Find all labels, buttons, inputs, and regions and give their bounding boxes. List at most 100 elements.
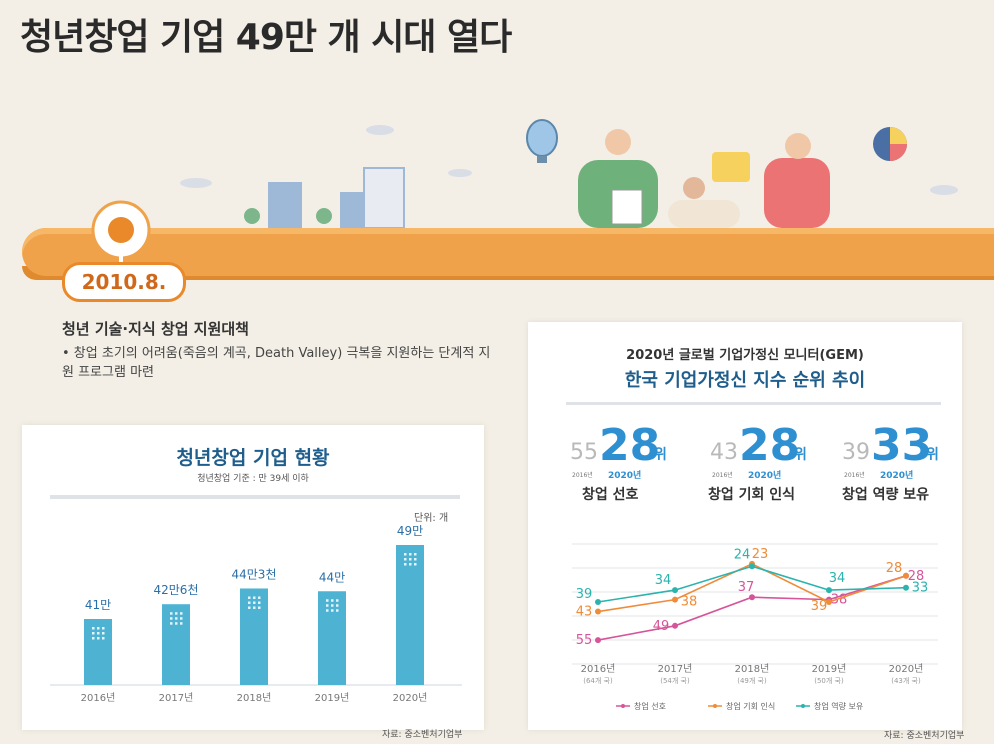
bar-window xyxy=(248,606,251,609)
bar-window xyxy=(97,627,100,630)
bar-window xyxy=(92,637,95,640)
policy-description: • 창업 초기의 어려움(죽음의 계곡, Death Valley) 극복을 지… xyxy=(62,346,491,380)
bar xyxy=(318,591,346,685)
data-point xyxy=(672,622,678,629)
bar-window xyxy=(253,606,256,609)
point-data-label: 38 xyxy=(681,595,698,610)
legend-entry: 창업 선호 xyxy=(634,702,666,711)
bar-window xyxy=(248,601,251,604)
data-point xyxy=(595,637,601,644)
x-tick-label: 2018년 xyxy=(735,663,770,675)
point-data-label: 34 xyxy=(655,573,672,588)
rank-cur-year: 2020년 xyxy=(748,471,782,481)
bar-chart-subtitle: 청년창업 기준 : 만 39세 이하 xyxy=(197,474,309,484)
bar-window xyxy=(175,622,178,625)
page-title: 청년창업 기업 49만 개 시대 열다 xyxy=(20,17,512,58)
bar-window xyxy=(258,601,261,604)
rank-prev-year: 2016년 xyxy=(712,472,733,479)
policy-title: 청년 기술·지식 창업 지원대책 xyxy=(62,320,249,338)
bar-chart-title: 청년창업 기업 현황 xyxy=(176,447,330,469)
rank-prev: 39 xyxy=(842,440,870,465)
bar-window xyxy=(102,637,105,640)
point-data-label: 49 xyxy=(653,619,670,634)
bar-data-label: 42만6천 xyxy=(154,582,199,597)
data-point xyxy=(595,599,601,605)
rank-block: 55 28 위 2016년 2020년 창업 선호 xyxy=(566,420,686,510)
line-chart: 5549373828433823392839342434332016년(64개 … xyxy=(572,543,938,711)
rank-cur-year: 2020년 xyxy=(608,471,642,481)
rank-current: 33 xyxy=(871,420,933,471)
bar-data-label: 41만 xyxy=(85,598,111,612)
bar-window xyxy=(170,622,173,625)
rank-prev-year: 2016년 xyxy=(844,472,865,479)
bar-window xyxy=(331,599,334,602)
bar-window xyxy=(409,563,412,566)
bar-chart-source: 자료: 중소벤처기업부 xyxy=(382,730,463,740)
bar-window xyxy=(175,617,178,620)
bar-window xyxy=(336,609,339,612)
point-data-label: 23 xyxy=(752,547,769,562)
bar-chart: 41만 2016년 42만6천 2017년 44만3천 2018년 44만 2019년 49만 2… xyxy=(50,524,462,704)
bar-window xyxy=(180,622,183,625)
rank-prev: 43 xyxy=(710,440,738,465)
data-point xyxy=(826,587,832,594)
startup-status-card: 청년창업 기업 현황 청년창업 기준 : 만 39세 이하 단위: 개 41만 2… xyxy=(22,425,484,740)
x-tick-label: 2018년 xyxy=(237,692,272,704)
bar-data-label: 49만 xyxy=(397,524,423,538)
data-point xyxy=(749,563,755,570)
rank-prev-year: 2016년 xyxy=(572,472,593,479)
bar-window xyxy=(409,558,412,561)
bar-window xyxy=(102,627,105,630)
bar-window xyxy=(258,606,261,609)
data-point xyxy=(903,584,909,591)
bar-window xyxy=(170,617,173,620)
rank-suffix: 위 xyxy=(654,447,667,463)
rank-suffix: 위 xyxy=(926,447,939,463)
rank-cur-year: 2020년 xyxy=(880,471,914,481)
bar xyxy=(162,604,190,685)
point-data-label: 39 xyxy=(811,599,828,614)
rank-label: 창업 역량 보유 xyxy=(842,487,930,503)
pie-chart-icon xyxy=(873,127,907,161)
building-icon xyxy=(268,167,405,229)
bar-window xyxy=(97,632,100,635)
divider xyxy=(566,402,941,405)
x-tick-sublabel: (64개 국) xyxy=(583,676,613,685)
x-tick-label: 2019년 xyxy=(315,692,350,704)
bar xyxy=(84,619,112,685)
bar-data-label: 44만3천 xyxy=(232,566,277,581)
bar-window xyxy=(326,599,329,602)
x-tick-label: 2019년 xyxy=(812,663,847,675)
rank-suffix: 위 xyxy=(794,447,807,463)
timeline-road xyxy=(22,228,994,276)
rank-label: 창업 선호 xyxy=(582,487,639,503)
gem-pretitle: 2020년 글로벌 기업가정신 모니터(GEM) xyxy=(626,348,864,363)
point-data-label: 34 xyxy=(829,571,846,586)
people-icon xyxy=(578,129,830,228)
x-tick-sublabel: (49개 국) xyxy=(737,676,767,685)
bar-window xyxy=(175,612,178,615)
rank-prev: 55 xyxy=(570,440,598,465)
data-point xyxy=(903,572,909,579)
legend-swatch-dot xyxy=(801,704,805,708)
location-pin-icon xyxy=(91,200,151,266)
rank-current: 28 xyxy=(739,420,801,471)
point-data-label: 39 xyxy=(576,587,593,602)
bar-window xyxy=(404,553,407,556)
bar-data-label: 44만 xyxy=(319,570,345,584)
rank-current: 28 xyxy=(599,420,661,471)
point-data-label: 28 xyxy=(908,569,925,584)
bar-window xyxy=(404,558,407,561)
rank-block: 39 33 위 2016년 2020년 창업 역량 보유 xyxy=(838,420,958,510)
bar-window xyxy=(92,632,95,635)
x-tick-label: 2020년 xyxy=(889,663,924,675)
bar xyxy=(396,545,424,685)
x-tick-label: 2017년 xyxy=(658,663,693,675)
x-tick-sublabel: (43개 국) xyxy=(891,676,921,685)
bar-window xyxy=(92,627,95,630)
bar-window xyxy=(180,612,183,615)
bar-window xyxy=(326,609,329,612)
gem-ranking-card: 2020년 글로벌 기업가정신 모니터(GEM) 한국 기업가정신 지수 순위 … xyxy=(528,322,964,741)
x-tick-label: 2020년 xyxy=(393,692,428,704)
line-chart-source: 자료: 중소벤처기업부 xyxy=(884,731,965,741)
